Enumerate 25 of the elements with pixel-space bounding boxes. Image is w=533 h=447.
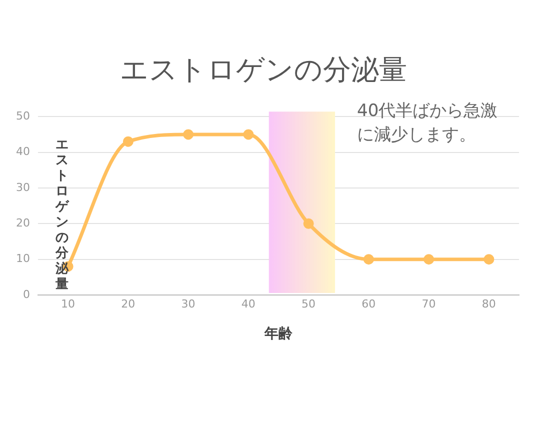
x-tick-label: 60 [362, 297, 376, 310]
y-tick-label: 20 [16, 216, 30, 230]
y-tick-label: 30 [16, 180, 30, 194]
x-tick-label: 20 [121, 297, 136, 310]
point [122, 136, 134, 147]
text: エストロゲンの分泌量 [55, 137, 68, 292]
point [243, 129, 254, 140]
x-tick-label: 50 [302, 297, 316, 310]
y-tick-label: 10 [16, 252, 30, 266]
point [183, 129, 194, 140]
point [424, 254, 434, 265]
x-tick-label: 30 [181, 297, 196, 310]
chart-title: エストロゲンの分泌量 [120, 53, 407, 86]
point [484, 254, 494, 265]
x-tick-label: 40 [241, 297, 256, 310]
x-tick-label: 10 [61, 297, 76, 310]
y-tick-label: 40 [16, 145, 30, 158]
y-tick-label: 0 [22, 288, 30, 301]
x-axis-title: 年齢 [264, 326, 294, 342]
point [303, 218, 314, 229]
point [363, 254, 374, 265]
x-tick-label: 70 [422, 297, 436, 310]
x-tick-label: 80 [482, 297, 496, 310]
annotation: 40代半ばから急激に減少します。 [357, 100, 498, 145]
y-tick-label: 50 [16, 109, 30, 122]
